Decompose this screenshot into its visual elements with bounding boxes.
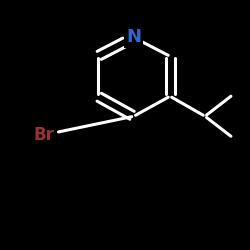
Text: N: N: [126, 28, 141, 46]
Text: Br: Br: [33, 126, 54, 144]
